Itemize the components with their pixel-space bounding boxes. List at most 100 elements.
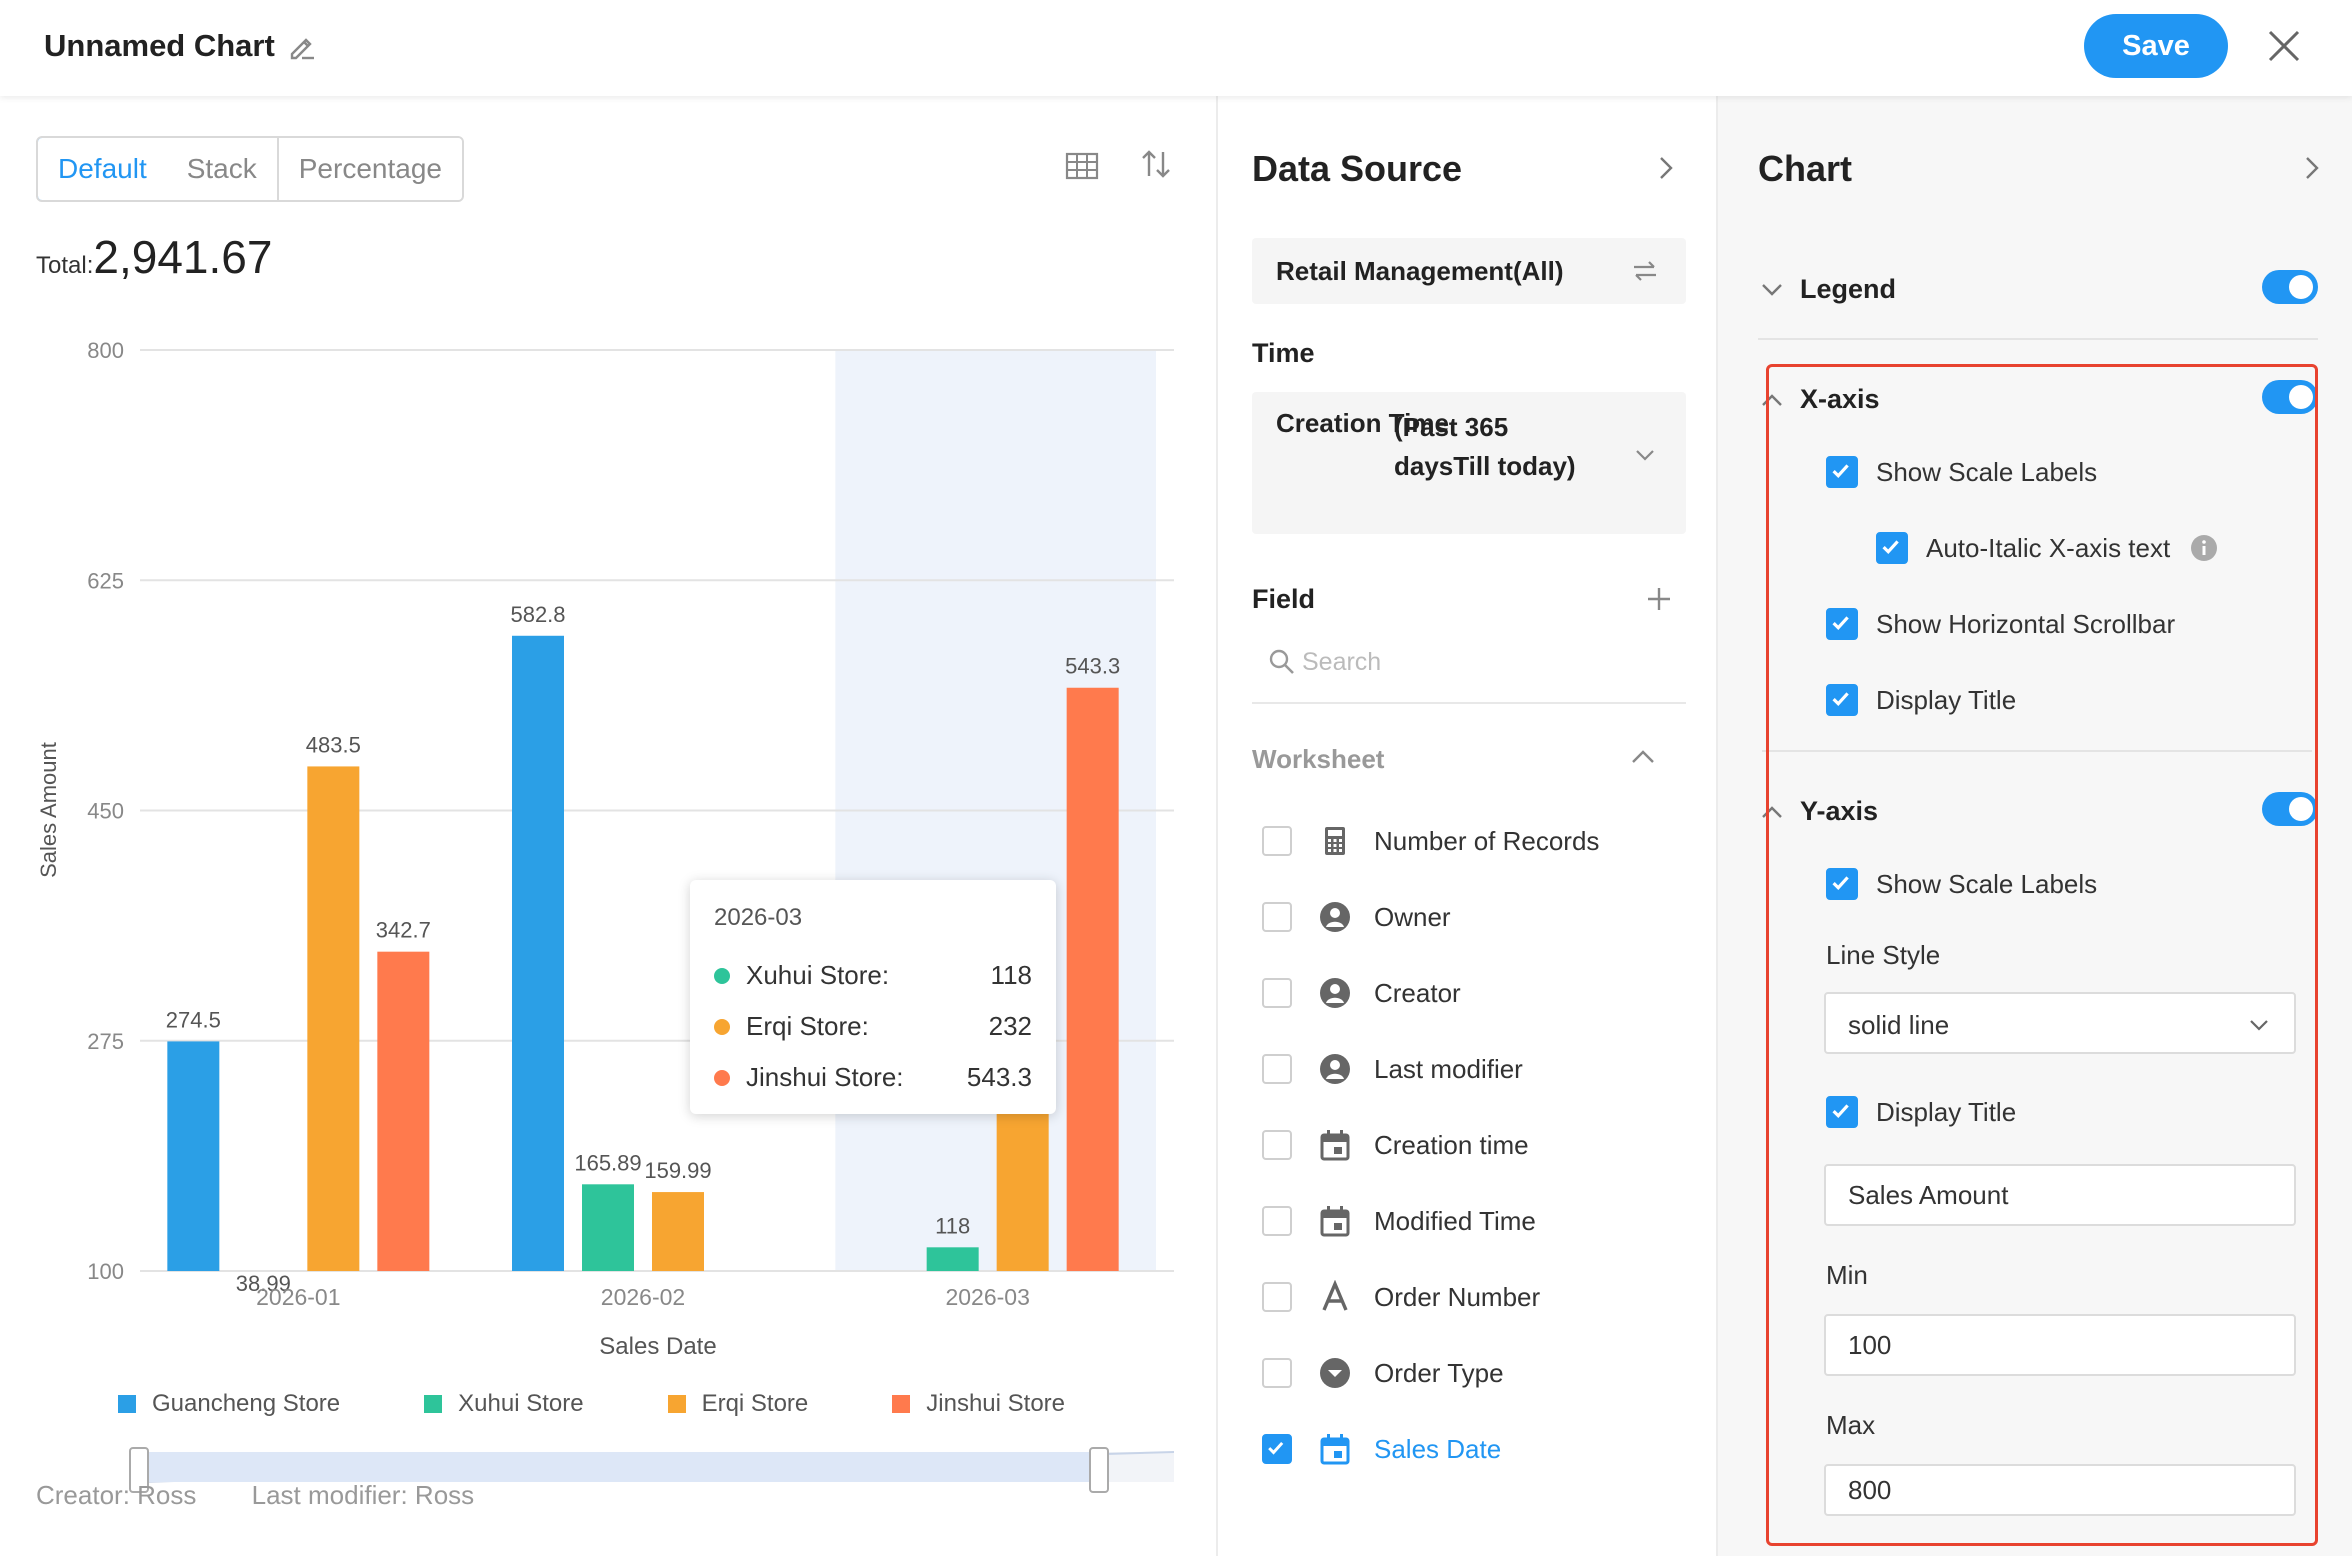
xaxis-display-title-option[interactable]: Display Title (1826, 680, 2016, 720)
field-checkbox[interactable] (1262, 1130, 1292, 1160)
chart-tooltip: 2026-03 Xuhui Store: 118 Erqi Store: 232… (690, 880, 1056, 1114)
yaxis-display-title-option[interactable]: Display Title (1826, 1092, 2016, 1132)
yaxis-min-input[interactable] (1824, 1314, 2296, 1376)
swap-icon[interactable] (1630, 256, 1660, 286)
xaxis-auto-italic-option[interactable]: Auto-Italic X-axis text (1876, 528, 2218, 568)
field-name: Modified Time (1374, 1205, 1536, 1236)
mode-default-button[interactable]: Default (37, 138, 169, 200)
plus-icon[interactable] (1644, 584, 1674, 614)
scrollbar-handle-right[interactable] (1089, 1447, 1109, 1493)
legend-setting-row[interactable]: Legend (1758, 264, 2318, 316)
legend-item[interactable]: Erqi Store (667, 1390, 808, 1418)
dropdown-icon (1320, 1358, 1350, 1388)
close-icon[interactable] (2264, 26, 2304, 66)
chevron-up-icon[interactable] (1758, 386, 1786, 414)
field-checkbox[interactable] (1262, 978, 1292, 1008)
bar-value-label: 274.5 (166, 1007, 221, 1032)
chevron-right-icon[interactable] (1652, 154, 1680, 182)
y-tick-label: 100 (87, 1259, 124, 1284)
option-label: Display Title (1876, 1096, 2017, 1127)
data-source-name: Retail Management(All) (1276, 256, 1564, 286)
chevron-up-icon[interactable] (1628, 742, 1658, 772)
checkmark-icon (1832, 876, 1849, 891)
x-axis-title: Sales Date (599, 1333, 716, 1360)
legend-toggle[interactable] (2262, 270, 2318, 304)
field-checkbox[interactable] (1262, 1358, 1292, 1388)
sort-icon[interactable] (1138, 146, 1174, 182)
legend-item[interactable]: Guancheng Store (118, 1390, 340, 1418)
tooltip-row: Erqi Store: 232 (714, 1001, 1032, 1052)
xaxis-setting-row[interactable]: X-axis (1758, 374, 2318, 426)
yaxis-setting-row[interactable]: Y-axis (1758, 786, 2318, 838)
yaxis-setting-label: Y-axis (1800, 796, 1879, 826)
field-item-order-number[interactable]: Order Number (1262, 1272, 1540, 1322)
checkbox-checked[interactable] (1826, 608, 1858, 640)
chart-title[interactable]: Unnamed Chart (44, 28, 275, 63)
user-icon (1320, 1054, 1350, 1084)
field-item-sales-date[interactable]: Sales Date (1262, 1424, 1501, 1474)
legend-swatch (667, 1395, 686, 1413)
field-checkbox[interactable] (1262, 1282, 1292, 1312)
field-item-last-modifier[interactable]: Last modifier (1262, 1044, 1523, 1094)
legend-swatch (424, 1395, 443, 1413)
xaxis-toggle[interactable] (2262, 380, 2318, 414)
field-checkbox[interactable] (1262, 826, 1292, 856)
time-filter-selector[interactable]: Creation Time (Past 365 daysTill today) (1252, 392, 1686, 534)
field-item-order-type[interactable]: Order Type (1262, 1348, 1504, 1398)
option-label: Display Title (1876, 684, 2017, 715)
chart-settings-pane: Chart Legend X-axis Show Scale Labels Au… (1716, 96, 2352, 1556)
legend-item[interactable]: Xuhui Store (424, 1390, 584, 1418)
bar (582, 1184, 634, 1271)
option-label: Auto-Italic X-axis text (1926, 532, 2171, 563)
field-item-number-of-records[interactable]: Number of Records (1262, 816, 1599, 866)
checkbox-checked[interactable] (1826, 684, 1858, 716)
worksheet-label[interactable]: Worksheet (1252, 744, 1385, 774)
table-icon[interactable] (1064, 148, 1100, 184)
mode-stack-button[interactable]: Stack (166, 138, 279, 200)
field-item-owner[interactable]: Owner (1262, 892, 1451, 942)
tooltip-series-name: Xuhui Store: (746, 960, 890, 990)
field-item-creator[interactable]: Creator (1262, 968, 1461, 1018)
mode-percentage-button[interactable]: Percentage (278, 138, 462, 200)
field-search-input[interactable] (1302, 642, 1682, 682)
checkbox-checked[interactable] (1826, 1096, 1858, 1128)
yaxis-toggle[interactable] (2262, 792, 2318, 826)
yaxis-title-input[interactable] (1824, 1164, 2296, 1226)
x-tick-label: 2026-02 (601, 1284, 685, 1310)
data-source-title: Data Source (1252, 148, 1463, 189)
checkbox-checked[interactable] (1826, 868, 1858, 900)
bar (1066, 687, 1119, 1271)
xaxis-show-scale-labels-option[interactable]: Show Scale Labels (1826, 452, 2097, 492)
bar (377, 951, 430, 1271)
bar (926, 1247, 979, 1271)
modifier-text: Last modifier: Ross (251, 1480, 475, 1510)
chevron-down-icon[interactable] (1758, 276, 1786, 304)
bar-value-label: 483.5 (306, 732, 361, 757)
scrollbar-handle-left[interactable] (129, 1447, 149, 1493)
tooltip-row: Jinshui Store: 543.3 (714, 1052, 1032, 1103)
legend-label: Xuhui Store (458, 1390, 584, 1417)
pencil-icon[interactable] (286, 30, 318, 62)
field-item-creation-time[interactable]: Creation time (1262, 1120, 1529, 1170)
checkbox-checked[interactable] (1876, 532, 1908, 564)
legend-item[interactable]: Jinshui Store (892, 1390, 1065, 1418)
chevron-up-icon[interactable] (1758, 798, 1786, 826)
xaxis-show-scrollbar-option[interactable]: Show Horizontal Scrollbar (1826, 604, 2175, 644)
chevron-right-icon[interactable] (2298, 154, 2326, 182)
checkbox-checked[interactable] (1826, 456, 1858, 488)
field-checkbox[interactable] (1262, 1054, 1292, 1084)
data-source-selector[interactable]: Retail Management(All) (1252, 238, 1686, 304)
field-item-modified-time[interactable]: Modified Time (1262, 1196, 1536, 1246)
bar-value-label: 342.7 (376, 918, 431, 943)
top-bar: Unnamed Chart Save (0, 0, 2352, 96)
field-checkbox[interactable] (1262, 1206, 1292, 1236)
info-icon[interactable] (2190, 534, 2218, 562)
chevron-down-icon[interactable] (1632, 442, 1658, 468)
line-style-select[interactable]: solid line (1824, 992, 2296, 1054)
save-button[interactable]: Save (2084, 14, 2228, 78)
bar-value-label: 582.8 (510, 602, 565, 627)
yaxis-show-scale-labels-option[interactable]: Show Scale Labels (1826, 864, 2097, 904)
yaxis-max-input[interactable] (1824, 1464, 2296, 1516)
field-checkbox-checked[interactable] (1262, 1434, 1292, 1464)
field-checkbox[interactable] (1262, 902, 1292, 932)
